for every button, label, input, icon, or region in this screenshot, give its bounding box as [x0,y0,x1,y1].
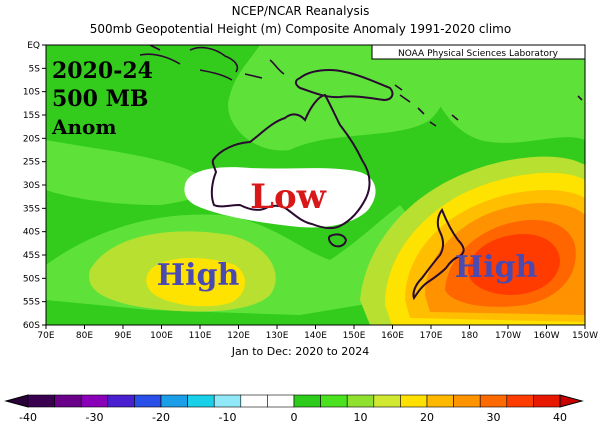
colorbar-right-arrow [559,394,584,408]
new-zealand-coastline [412,208,465,301]
chart-title-line2: 500mb Geopotential Height (m) Composite … [89,22,512,36]
credit-box [371,44,586,60]
latitude-axis: EQ 5S 10S 15S 20S 25S 30S 35S 40S 45S 50S 55S 60S [23,41,46,331]
lon-label: 170W [495,331,521,341]
lat-label: EQ [27,41,40,51]
lat-label: 5S [29,64,41,74]
chart-title-line1: NCEP/NCAR Reanalysis [231,4,370,18]
lon-label: 110E [189,331,212,341]
colorbar-label: -40 [19,411,37,424]
lat-label: 60S [23,321,40,331]
lat-label: 25S [23,158,40,168]
colorbar-left-arrow [4,394,29,408]
colorbar-label: -30 [86,411,104,424]
lat-label: 55S [23,298,40,308]
colorbar-label: 20 [420,411,434,424]
lon-label: 120E [227,331,250,341]
lat-label: 50S [23,274,40,284]
lon-label: 160W [533,331,559,341]
colorbar-label: 40 [553,411,567,424]
lon-label: 130E [266,331,289,341]
lon-label: 140E [304,331,327,341]
credit-text: NOAA Physical Sciences Laboratory [398,49,559,59]
overlay-years: 2020-24 [52,58,153,84]
colorbar-segment [506,394,534,408]
colorbar-segment [346,394,375,408]
lon-label: 180 [461,331,478,341]
colorbar-segment [240,394,268,408]
colorbar-segment [533,394,561,408]
indonesia-coastline [139,45,285,81]
new-guinea-coastline [294,69,394,102]
anomaly-band-white-low [184,167,376,228]
longitude-axis: 70E 80E 90E 100E 110E 120E 130E 140E 150E 160E 170… [37,325,598,341]
lat-label: 45S [23,251,40,261]
lat-label: 40S [23,228,40,238]
anomaly-band-light-green-westtop [46,140,208,205]
colorbar-label: -10 [219,411,237,424]
overlay-kind: Anom [51,115,117,139]
colorbar-label: 10 [354,411,368,424]
time-range-label: Jan to Dec: 2020 to 2024 [231,345,370,358]
anomaly-field [46,45,585,325]
lat-label: 10S [23,88,40,98]
lon-label: 150W [572,331,598,341]
colorbar: -40 -30 -20 -10 0 10 20 30 40 [4,394,584,424]
lon-label: 150E [343,331,366,341]
lat-label: 35S [23,204,40,214]
lat-label: 15S [23,111,40,121]
colorbar-segment [453,394,481,408]
high-label-east: High [455,250,538,285]
colorbar-segment [267,394,295,408]
overlay-level: 500 MB [52,86,149,112]
colorbar-label: 30 [487,411,501,424]
colorbar-segment [213,394,242,408]
anomaly-band-yellow-west [146,258,246,307]
colorbar-segment [54,394,82,408]
colorbar-segment [187,394,215,408]
colorbar-segment [107,394,135,408]
anomaly-band-light-green-east [420,45,585,143]
colorbar-segment [160,394,188,408]
colorbar-label: 0 [291,411,298,424]
australia-coastline [210,93,371,230]
colorbar-segment [320,394,348,408]
colorbar-segment [134,394,162,408]
lon-label: 160E [381,331,404,341]
lat-label: 30S [23,181,40,191]
anomaly-band-red-east [467,233,560,295]
lon-label: 170E [420,331,443,341]
low-label: Low [250,177,327,217]
lon-label: 70E [37,331,54,341]
lat-label: 20S [23,134,40,144]
lon-label: 100E [150,331,173,341]
high-label-west: High [157,258,240,293]
tasmania-coastline [328,233,348,248]
colorbar-segment [373,394,401,408]
pacific-islands-coastline [394,54,583,127]
colorbar-segment [27,394,55,408]
colorbar-segment [80,394,109,408]
colorbar-label: -20 [152,411,170,424]
colorbar-segment [426,394,454,408]
lon-label: 80E [76,331,93,341]
colorbar-segment [479,394,508,408]
colorbar-segment [400,394,428,408]
colorbar-segment [293,394,321,408]
lon-label: 90E [114,331,131,341]
